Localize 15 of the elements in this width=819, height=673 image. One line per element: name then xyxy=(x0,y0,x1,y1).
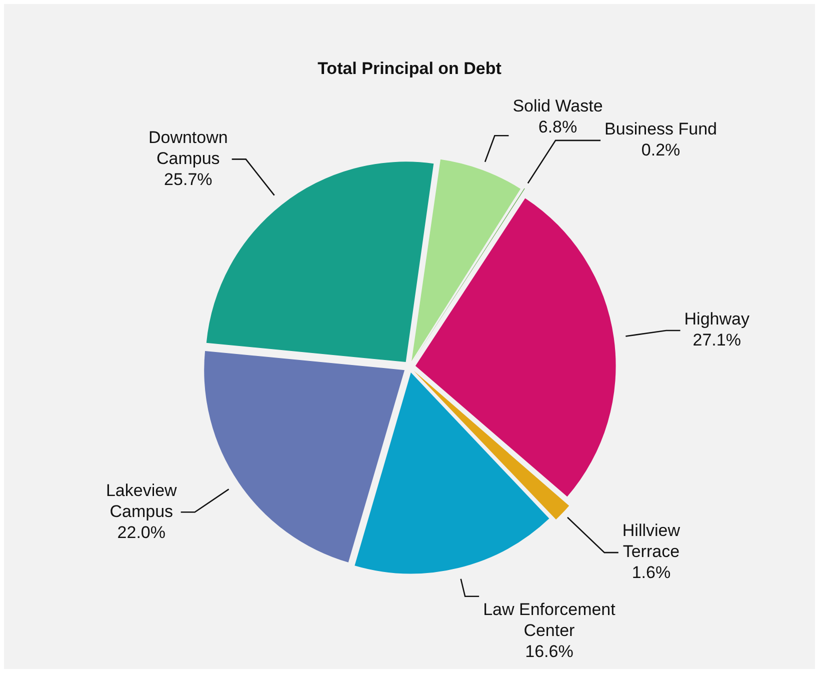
data-label: 6.8% xyxy=(538,117,578,136)
data-label: 25.7% xyxy=(164,170,212,189)
data-label: 16.6% xyxy=(525,642,574,662)
slice-label: Law Enforcement Center xyxy=(483,600,616,640)
slice-label: Lakeview Campus xyxy=(106,480,178,521)
slice-label: Business Fund xyxy=(604,120,717,139)
data-label: 1.6% xyxy=(632,563,671,582)
slice-label: Downtown Campus xyxy=(148,128,228,168)
slice-label: Solid Waste xyxy=(512,96,603,116)
slice-label: Hillview Terrace xyxy=(622,521,681,562)
chart-title: Total Principal on Debt xyxy=(318,58,502,78)
slice-label: Highway xyxy=(684,310,750,329)
data-label: 22.0% xyxy=(117,522,166,542)
data-label: 27.1% xyxy=(692,330,741,350)
data-label: 0.2% xyxy=(641,140,680,160)
